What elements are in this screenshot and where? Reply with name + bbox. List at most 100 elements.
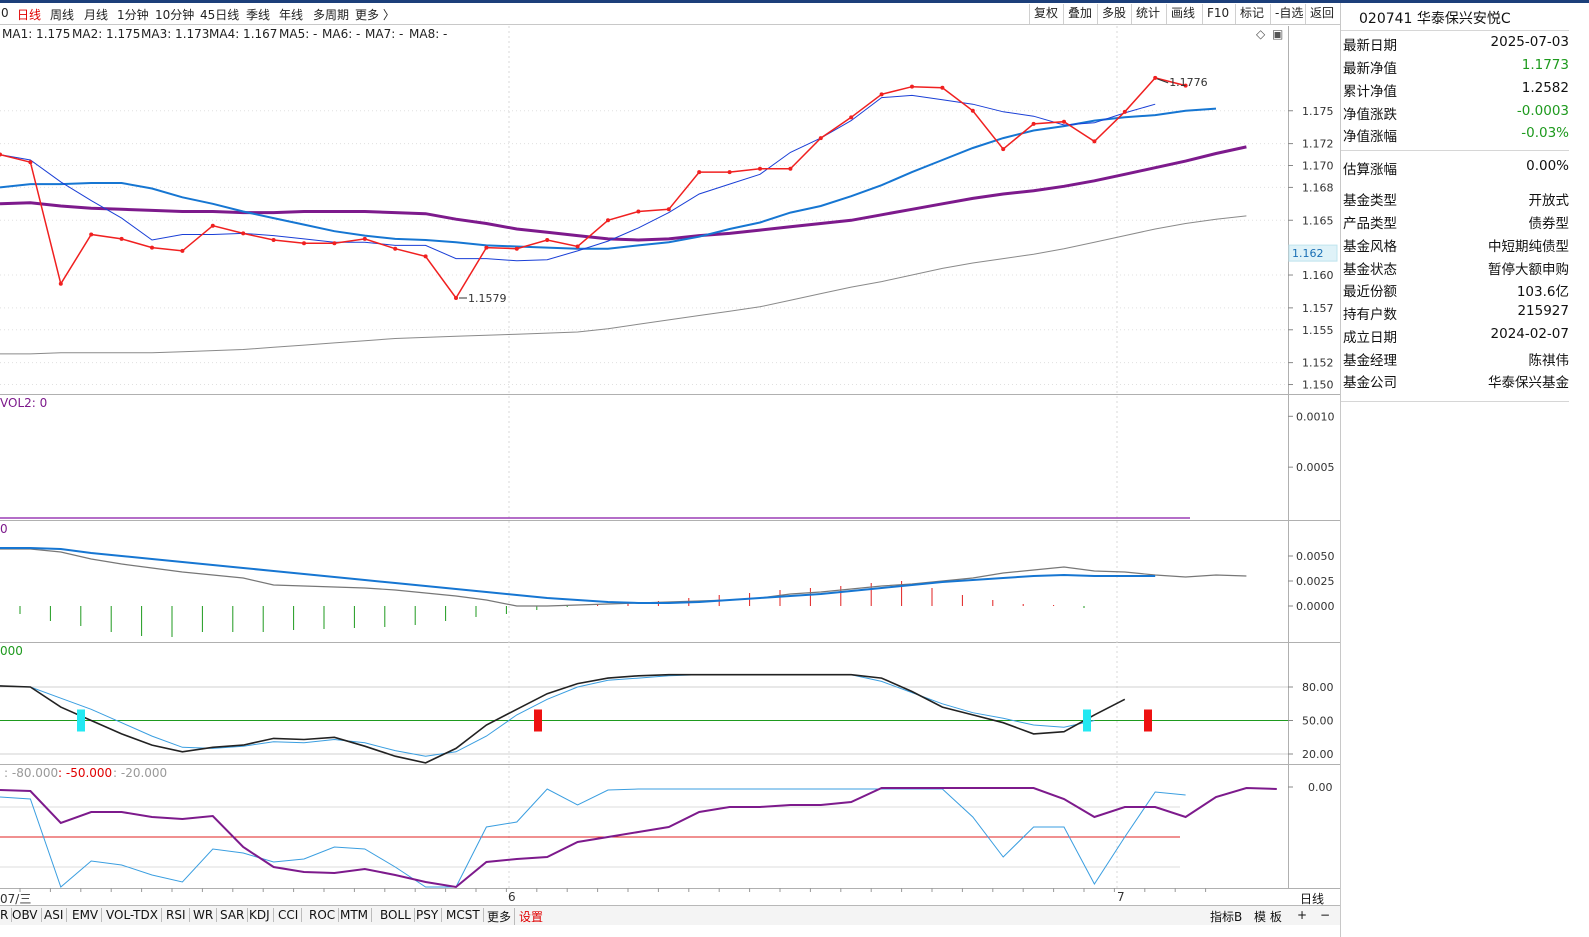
indicator-tab[interactable]: 更多 [487,908,516,925]
high-annotation-arrow [1157,78,1169,84]
fund-info-value: 103.6亿 [1516,284,1569,300]
period-item-quarter[interactable]: 季线 [246,8,271,22]
period-toolbar: 0 日线 周线 月线 1分钟 10分钟 45日线 季线 年线 多周期 更多 〉 … [0,3,1340,25]
nav-point [1031,121,1036,126]
fund-info-row: 最新日期 2025-07-03 [1341,32,1569,54]
nav-point [1092,139,1097,144]
period-item-year[interactable]: 年线 [279,8,304,22]
macd-axis-label: 0.0000 [1296,600,1335,613]
price-axis-label: 1.150 [1302,379,1334,392]
wr-level-50: : -50.000 [58,766,113,780]
fund-info-key: 估算涨幅 [1343,162,1397,178]
period-item-10min[interactable]: 10分钟 [155,8,195,22]
indicator-tab[interactable]: MCST [446,908,484,922]
fund-info-key: 成立日期 [1343,330,1397,346]
zoom-in-button[interactable]: + [1297,908,1308,922]
fund-info-key: 基金公司 [1343,375,1397,391]
indicator-b-button[interactable]: 指标B [1210,910,1243,924]
nav-point [1183,83,1188,88]
indicator-tab[interactable]: SAR [220,908,249,922]
back-button[interactable]: 返回 [1305,4,1338,24]
kline-chart-area[interactable]: 1.175 1.172 1.170 1.168 1.165 1.160 1.157 1.155… [0,26,1340,906]
fund-info-row: 净值涨幅 -0.03% [1341,123,1569,145]
f10-button[interactable]: F10 [1202,4,1233,24]
fund-info-value: 1.1773 [1521,57,1569,73]
nav-point [910,84,914,89]
nav-point [849,115,854,120]
ma7-legend: MA7: - [365,27,404,41]
current-price-label: 1.162 [1292,247,1324,260]
price-axis-label: 1.170 [1302,160,1334,173]
fund-info-key: 净值涨跌 [1343,107,1397,123]
period-indicator: 日线 [1300,892,1325,906]
golden-cross-marker [534,709,542,732]
diamond-icon[interactable]: ◇ [1256,27,1266,41]
mark-button[interactable]: 标记 [1235,4,1268,24]
statistics-button[interactable]: 统计 [1131,4,1164,24]
indicator-tab[interactable]: R [0,908,13,922]
period-item-week[interactable]: 周线 [50,8,75,22]
indicator-tab[interactable]: ROC [309,908,340,922]
nav-point [271,237,276,242]
period-item-45day[interactable]: 45日线 [200,8,240,22]
period-item-0[interactable]: 0 [1,6,9,20]
ma3-line [0,145,1247,242]
macd-label: 0 [0,522,8,536]
fund-info-value: 2025-07-03 [1490,34,1569,50]
indicator-tab[interactable]: ASI [44,908,68,922]
period-item-month[interactable]: 月线 [84,8,109,22]
panel-toggle-icon[interactable]: ▣ [1272,27,1284,41]
ma8-legend: MA8: - [409,27,448,41]
indicator-tab[interactable]: OBV [12,908,42,922]
nav-point [514,246,519,251]
nav-point [1122,109,1127,114]
zoom-out-button[interactable]: − [1320,908,1331,922]
overlay-button[interactable]: 叠加 [1063,4,1096,24]
indicator-tab[interactable]: VOL-TDX [106,908,162,922]
kdj-axis-label: 50.00 [1302,715,1334,728]
fund-info-value: 中短期纯债型 [1488,239,1569,255]
nav-point [332,241,337,246]
fund-info-value: 债券型 [1528,216,1570,232]
watchlist-button[interactable]: -自选 [1270,4,1307,24]
fund-info-row: 最近份额 103.6亿 [1341,278,1569,300]
template-button[interactable]: 模 板 [1254,910,1282,924]
fund-info-value: -0.03% [1521,125,1569,141]
period-item-more[interactable]: 更多 〉 [355,8,395,22]
nav-point [28,160,33,165]
indicator-tab[interactable]: 设置 [519,910,544,924]
ma4-line [0,215,1247,355]
period-item-multi[interactable]: 多周期 [313,8,350,22]
nav-point [606,218,610,223]
nav-point [484,245,489,250]
divider [1341,401,1569,402]
kdj-label: 000 [0,644,23,658]
fund-info-row: 基金状态 暂停大额申购 [1341,256,1569,278]
indicator-tab[interactable]: BOLL [380,908,415,922]
ma2-legend: MA2: 1.175 [72,27,141,41]
fund-info-key: 最新净值 [1343,61,1397,77]
indicator-tab[interactable]: EMV [72,908,103,922]
low-annotation: 1.1579 [468,292,507,305]
nav-point [362,236,367,241]
nav-point [788,166,793,171]
indicator-tab[interactable]: RSI [166,908,190,922]
period-item-day[interactable]: 日线 [17,8,42,22]
indicator-tab[interactable]: MTM [340,908,373,922]
indicator-tab[interactable]: PSY [416,908,443,922]
fund-info-row: 估算涨幅 0.00% [1341,156,1569,178]
draw-line-button[interactable]: 画线 [1166,4,1199,24]
period-item-1min[interactable]: 1分钟 [117,8,149,22]
indicator-tab[interactable]: WR [193,908,218,922]
adjust-button[interactable]: 复权 [1029,4,1062,24]
nav-point [545,237,550,242]
dead-cross-marker [1083,709,1091,732]
indicator-tab[interactable]: CCI [278,908,303,922]
nav-point [423,254,428,259]
indicator-tab[interactable]: KDJ [249,908,274,922]
nav-line [0,77,1186,300]
nav-point [666,207,671,212]
nav-point [0,152,2,157]
ma2-line [0,107,1217,250]
multi-stock-button[interactable]: 多股 [1097,4,1130,24]
